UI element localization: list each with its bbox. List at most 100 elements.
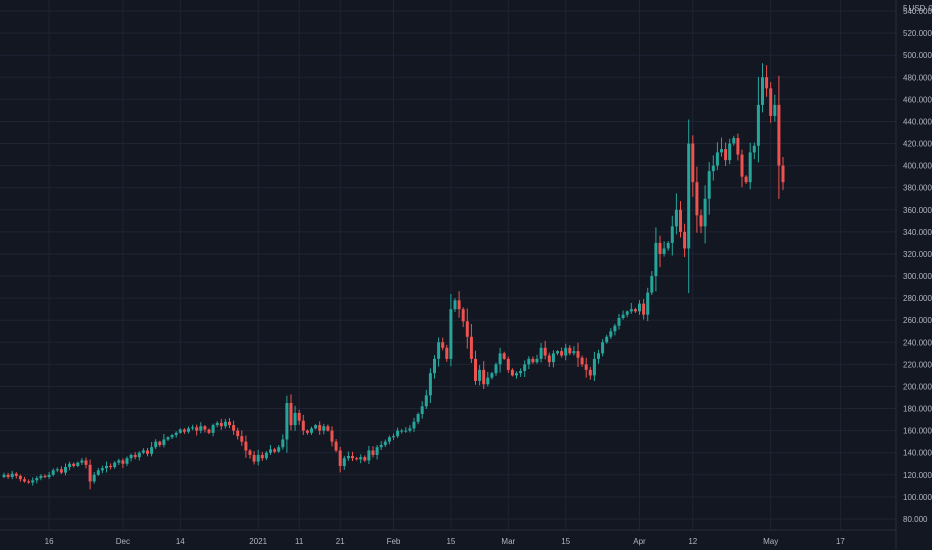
candle xyxy=(150,441,154,457)
y-tick-label: 360.000 xyxy=(903,206,932,215)
x-tick-label: 12 xyxy=(688,537,697,546)
candle-body xyxy=(68,463,72,468)
candle xyxy=(752,142,756,160)
candle xyxy=(27,479,31,484)
candle xyxy=(367,445,371,464)
y-tick-label: 320.000 xyxy=(903,250,932,259)
candle xyxy=(695,166,699,233)
candle-body xyxy=(445,347,449,359)
candle xyxy=(330,426,334,447)
candle xyxy=(285,395,289,453)
candle-body xyxy=(43,475,47,477)
candle xyxy=(191,424,195,431)
candle xyxy=(502,351,506,360)
candle xyxy=(465,308,469,349)
candle xyxy=(47,472,51,480)
candle-body xyxy=(543,347,547,356)
candle-body xyxy=(244,441,248,451)
y-tick-label: 120.000 xyxy=(903,471,932,480)
y-tick-label: 300.000 xyxy=(903,272,932,281)
candle-body xyxy=(420,406,424,415)
candle xyxy=(248,449,252,459)
candle xyxy=(453,298,457,312)
candle xyxy=(756,76,760,163)
candle-body xyxy=(781,165,785,183)
y-tick-label: 420.000 xyxy=(903,140,932,149)
candle xyxy=(211,423,215,437)
x-tick-label: 11 xyxy=(295,537,304,546)
candle xyxy=(617,313,621,330)
candle-body xyxy=(642,303,646,315)
candle-body xyxy=(232,425,236,431)
candle-body xyxy=(670,226,674,243)
candle xyxy=(490,371,494,380)
candle-body xyxy=(318,425,322,431)
candle-body xyxy=(674,209,678,227)
candle xyxy=(605,334,609,344)
candle-body xyxy=(703,198,707,227)
candle-body xyxy=(547,355,551,363)
candle xyxy=(433,355,436,379)
candle-body xyxy=(326,426,330,431)
candle xyxy=(113,461,117,469)
y-tick-label: 460.000 xyxy=(903,95,932,104)
candle-body xyxy=(773,104,777,116)
candle xyxy=(773,94,777,122)
candle-body xyxy=(334,441,338,451)
y-tick-label: 220.000 xyxy=(903,360,932,369)
candle xyxy=(96,467,100,476)
y-tick-label: 260.000 xyxy=(903,316,932,325)
candle-body xyxy=(711,165,715,172)
candle xyxy=(252,451,256,465)
candle-body xyxy=(457,300,461,310)
candle-body xyxy=(248,450,252,455)
candle xyxy=(748,142,752,190)
candle xyxy=(88,459,92,490)
y-tick-label: 480.000 xyxy=(903,73,932,82)
candle-body xyxy=(683,231,687,249)
price-axis[interactable]: 80.000 100.000 120.000 140.000 160.000 180.00… xyxy=(903,7,932,524)
candle xyxy=(609,328,613,340)
candle xyxy=(240,430,244,446)
candle xyxy=(68,461,72,471)
candle-body xyxy=(769,88,773,116)
candle xyxy=(658,235,662,268)
candle xyxy=(166,436,170,442)
x-tick-label: 21 xyxy=(336,537,345,546)
x-tick-label: 16 xyxy=(45,537,54,546)
candle xyxy=(674,193,678,235)
candle xyxy=(359,454,363,464)
candle xyxy=(326,424,330,432)
candle-body xyxy=(141,450,145,453)
candle xyxy=(539,342,543,363)
candle xyxy=(416,412,420,425)
candle-body xyxy=(314,425,318,429)
candle xyxy=(494,362,498,376)
candle-body xyxy=(510,369,514,376)
x-tick-label: 17 xyxy=(836,537,845,546)
candle xyxy=(375,444,379,460)
candle xyxy=(441,337,445,351)
candle-body xyxy=(31,480,35,483)
candle-body xyxy=(363,457,367,461)
time-axis[interactable]: 16 Dec 14 2021 11 21 Feb 15 Mar 15 Apr 12 May 17 xyxy=(45,537,846,546)
candle xyxy=(424,389,428,410)
candle xyxy=(260,451,264,461)
candle-body xyxy=(551,353,555,363)
x-tick-label: 15 xyxy=(561,537,570,546)
candle xyxy=(236,427,240,440)
header-value: 0 xyxy=(928,4,932,13)
candle-body xyxy=(609,331,613,337)
candle-body xyxy=(191,427,195,429)
candle xyxy=(178,428,182,434)
currency-label: USD xyxy=(908,4,925,13)
y-tick-label: 440.000 xyxy=(903,117,932,126)
y-tick-label: 540.000 xyxy=(903,7,932,16)
candle-body xyxy=(133,454,137,458)
candle-body xyxy=(211,425,215,433)
candle-body xyxy=(392,436,395,438)
candle-body xyxy=(351,456,354,459)
candle xyxy=(182,428,186,435)
candle-body xyxy=(203,426,207,430)
